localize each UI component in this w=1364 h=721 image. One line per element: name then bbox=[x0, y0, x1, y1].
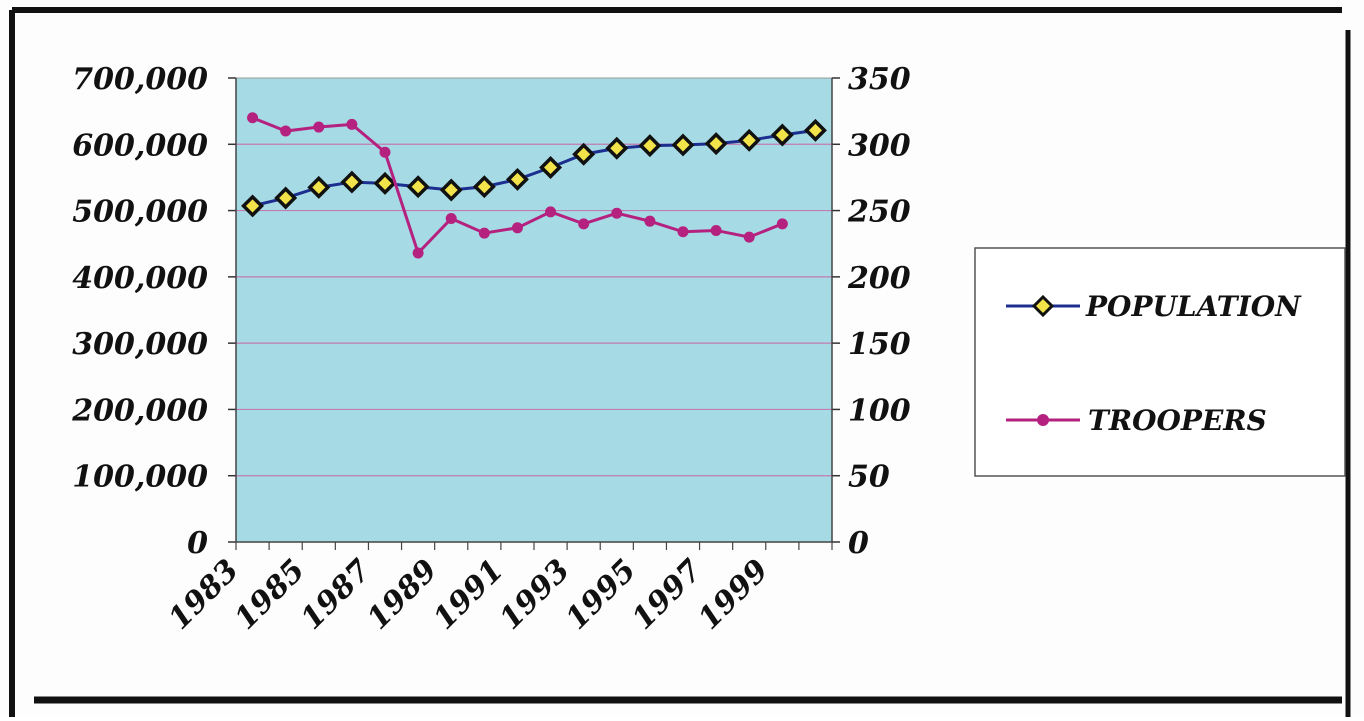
legend-population-label: POPULATION bbox=[1085, 290, 1302, 323]
troopers-point bbox=[478, 227, 490, 239]
gridlines bbox=[236, 143, 832, 477]
legend-population-marker bbox=[1031, 294, 1055, 318]
x-tick-label: 1983 bbox=[162, 553, 246, 637]
right-tick-label: 300 bbox=[848, 128, 911, 163]
population-point bbox=[505, 167, 529, 191]
troopers-point bbox=[644, 215, 656, 227]
right-tick-label: 350 bbox=[848, 62, 911, 97]
population-point bbox=[241, 194, 265, 218]
right-tick-label: 100 bbox=[848, 393, 911, 428]
legend-box bbox=[974, 247, 1346, 477]
x-tick-label: 1997 bbox=[625, 553, 709, 637]
troopers-point bbox=[578, 218, 590, 230]
population-point bbox=[340, 170, 364, 194]
x-tick-label: 1987 bbox=[294, 553, 378, 637]
right-tick-label: 200 bbox=[847, 261, 911, 296]
population-point bbox=[638, 134, 662, 158]
population-point bbox=[803, 118, 827, 142]
troopers-point bbox=[511, 222, 523, 234]
right-tick-label: 50 bbox=[848, 460, 890, 495]
population-point bbox=[704, 132, 728, 156]
x-tick-label: 1985 bbox=[228, 553, 312, 637]
population-point bbox=[737, 128, 761, 152]
x-tick-label: 1991 bbox=[427, 553, 511, 637]
left-tick-label: 500,000 bbox=[72, 195, 208, 230]
troopers-point bbox=[412, 247, 424, 259]
x-tick-label: 1999 bbox=[692, 553, 776, 637]
troopers-point bbox=[379, 146, 391, 158]
left-tick-label: 200,000 bbox=[71, 393, 208, 428]
population-point bbox=[572, 142, 596, 166]
population-point bbox=[439, 178, 463, 202]
troopers-point bbox=[445, 213, 457, 225]
population-point bbox=[671, 133, 695, 157]
population-point bbox=[539, 156, 563, 179]
troopers-point bbox=[280, 125, 292, 137]
axes bbox=[228, 77, 840, 550]
troopers-point bbox=[611, 207, 623, 219]
population-point bbox=[406, 175, 430, 199]
x-tick-label: 1993 bbox=[493, 553, 577, 637]
population-point bbox=[274, 186, 298, 210]
right-tick-label: 0 bbox=[848, 526, 869, 561]
troopers-point bbox=[247, 112, 259, 124]
left-tick-label: 700,000 bbox=[72, 62, 208, 97]
left-tick-label: 100,000 bbox=[72, 460, 208, 495]
troopers-point bbox=[710, 224, 722, 236]
troopers-point bbox=[677, 226, 689, 238]
left-axis-ticks: 0 100,000 200,000 300,000 400,000 500,000 600,… bbox=[71, 62, 208, 561]
population-point bbox=[472, 175, 496, 199]
legend-troopers-marker bbox=[1037, 414, 1049, 426]
right-tick-label: 250 bbox=[847, 195, 911, 230]
left-tick-label: 600,000 bbox=[72, 128, 208, 163]
population-point bbox=[307, 175, 331, 199]
population-point bbox=[373, 171, 397, 195]
right-axis-ticks: 0 50 100 150 200 250 300 350 bbox=[847, 62, 911, 561]
legend-troopers-label: TROOPERS bbox=[1088, 404, 1267, 437]
troopers-point bbox=[776, 218, 788, 230]
legend: POPULATION TROOPERS bbox=[974, 247, 1346, 477]
troopers-point bbox=[545, 206, 557, 218]
x-tick-label: 1995 bbox=[559, 553, 643, 637]
right-tick-label: 150 bbox=[848, 327, 911, 362]
left-tick-label: 0 bbox=[187, 526, 208, 561]
population-point bbox=[605, 136, 629, 160]
troopers-point bbox=[743, 231, 755, 243]
troopers-point bbox=[346, 118, 358, 130]
troopers-point bbox=[313, 121, 325, 133]
left-tick-label: 400,000 bbox=[72, 261, 208, 296]
population-point bbox=[770, 123, 794, 147]
series-layer bbox=[241, 112, 827, 259]
left-tick-label: 300,000 bbox=[72, 327, 208, 362]
x-tick-label: 1989 bbox=[361, 553, 445, 637]
plot-area bbox=[235, 77, 833, 543]
